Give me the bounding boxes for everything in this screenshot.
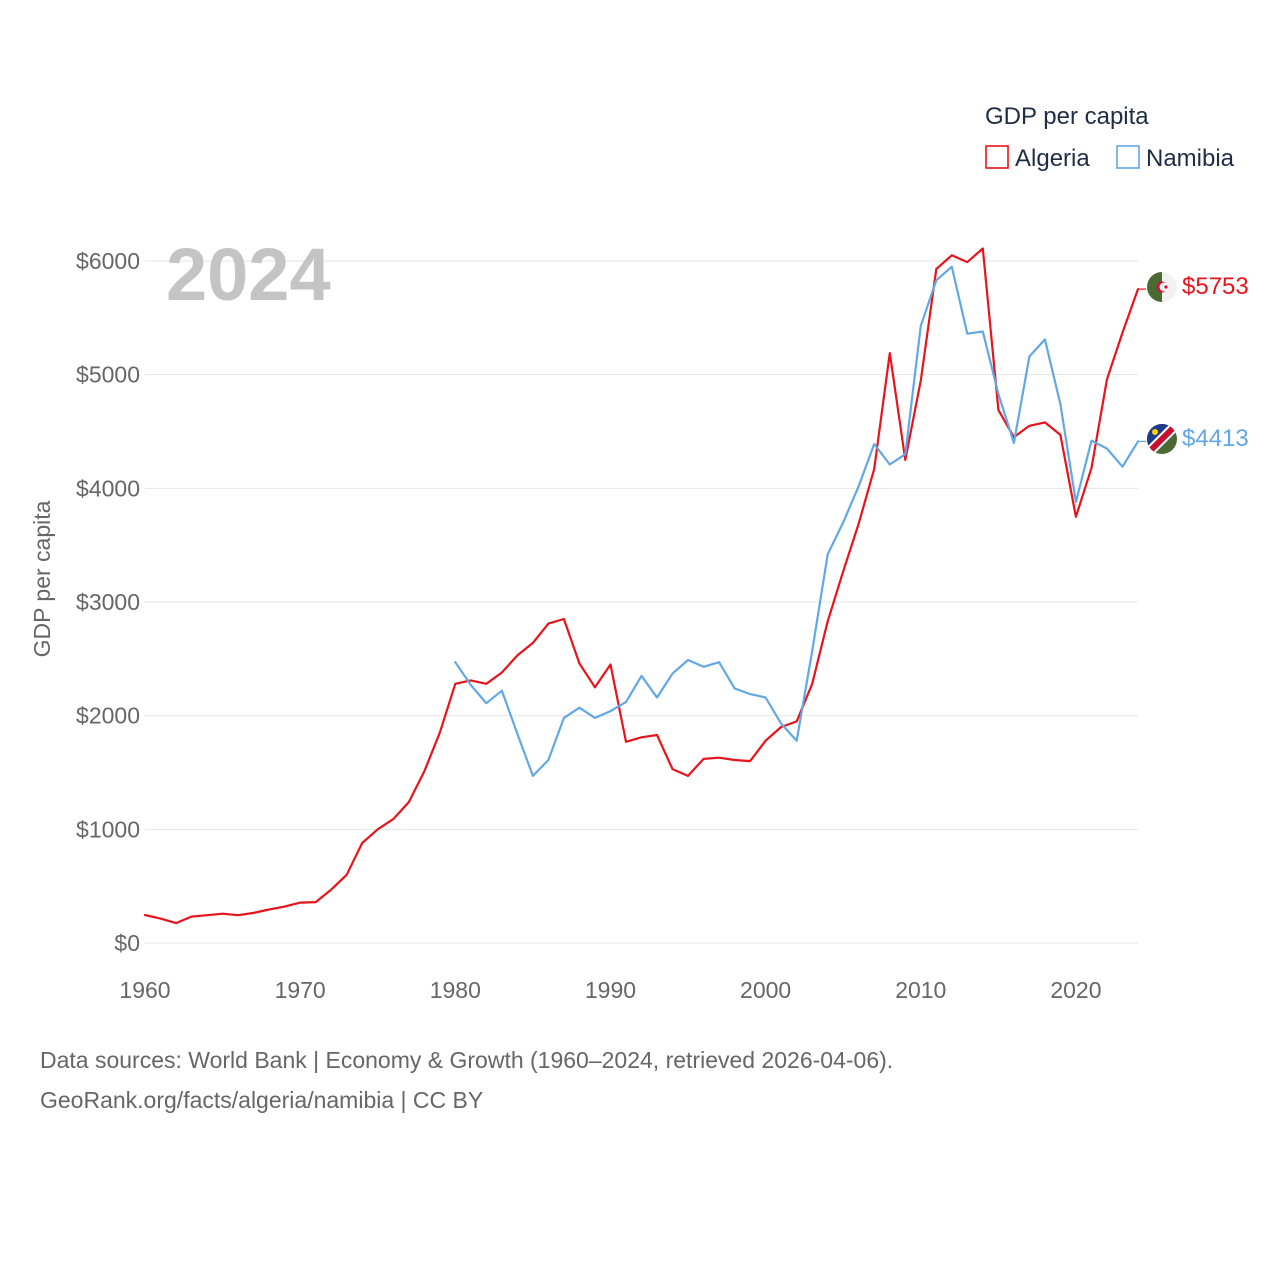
algeria-end-value: $5753	[1182, 273, 1249, 300]
gridlines	[145, 260, 1138, 944]
legend-title: GDP per capita	[985, 103, 1149, 130]
x-tick-label: 1980	[430, 977, 481, 1003]
y-tick-label: $6000	[76, 248, 140, 274]
namibia-series-line	[454, 265, 1140, 778]
x-tick-label: 2020	[1050, 977, 1101, 1003]
source-link[interactable]: GeoRank.org/facts/algeria/namibia | CC B…	[40, 1087, 484, 1113]
current-year-label: 2024	[166, 233, 331, 316]
y-tick-label: $5000	[76, 362, 140, 388]
x-tick-label: 1960	[119, 977, 170, 1003]
legend: GDP per capita Algeria Namibia	[985, 103, 1235, 172]
y-tick-label: $4000	[76, 475, 140, 501]
data-sources-text: Data sources: World Bank | Economy & Gro…	[40, 1047, 894, 1073]
legend-label-namibia: Namibia	[1146, 145, 1235, 172]
footer: Data sources: World Bank | Economy & Gro…	[40, 1040, 1240, 1120]
legend-label-algeria: Algeria	[1015, 145, 1090, 172]
x-tick-label: 2000	[740, 977, 791, 1003]
y-tick-label: $3000	[76, 589, 140, 615]
legend-swatch-algeria	[985, 145, 1009, 169]
series-lines	[143, 247, 1146, 925]
legend-swatch-namibia	[1116, 145, 1140, 169]
y-axis-title: GDP per capita	[29, 500, 55, 657]
namibia-end-value: $4413	[1182, 425, 1249, 452]
algeria-flag-icon	[1147, 272, 1177, 302]
algeria-series-line	[143, 247, 1140, 925]
legend-item-namibia[interactable]: Namibia	[1116, 145, 1235, 172]
legend-item-algeria[interactable]: Algeria	[985, 145, 1090, 172]
x-tick-label: 1990	[585, 977, 636, 1003]
y-tick-label: $1000	[76, 816, 140, 842]
x-axis-ticks: 1960 1970 1980 1990 2000 2010 2020	[119, 977, 1101, 1003]
y-tick-label: $2000	[76, 703, 140, 729]
y-tick-label: $0	[114, 930, 140, 956]
namibia-flag-icon	[1147, 424, 1177, 454]
x-tick-label: 2010	[895, 977, 946, 1003]
y-axis-ticks: $0 $1000 $2000 $3000 $4000 $5000 $6000	[76, 248, 140, 956]
line-chart: $0 $1000 $2000 $3000 $4000 $5000 $6000 1960 197…	[29, 103, 1249, 1003]
x-tick-label: 1970	[275, 977, 326, 1003]
